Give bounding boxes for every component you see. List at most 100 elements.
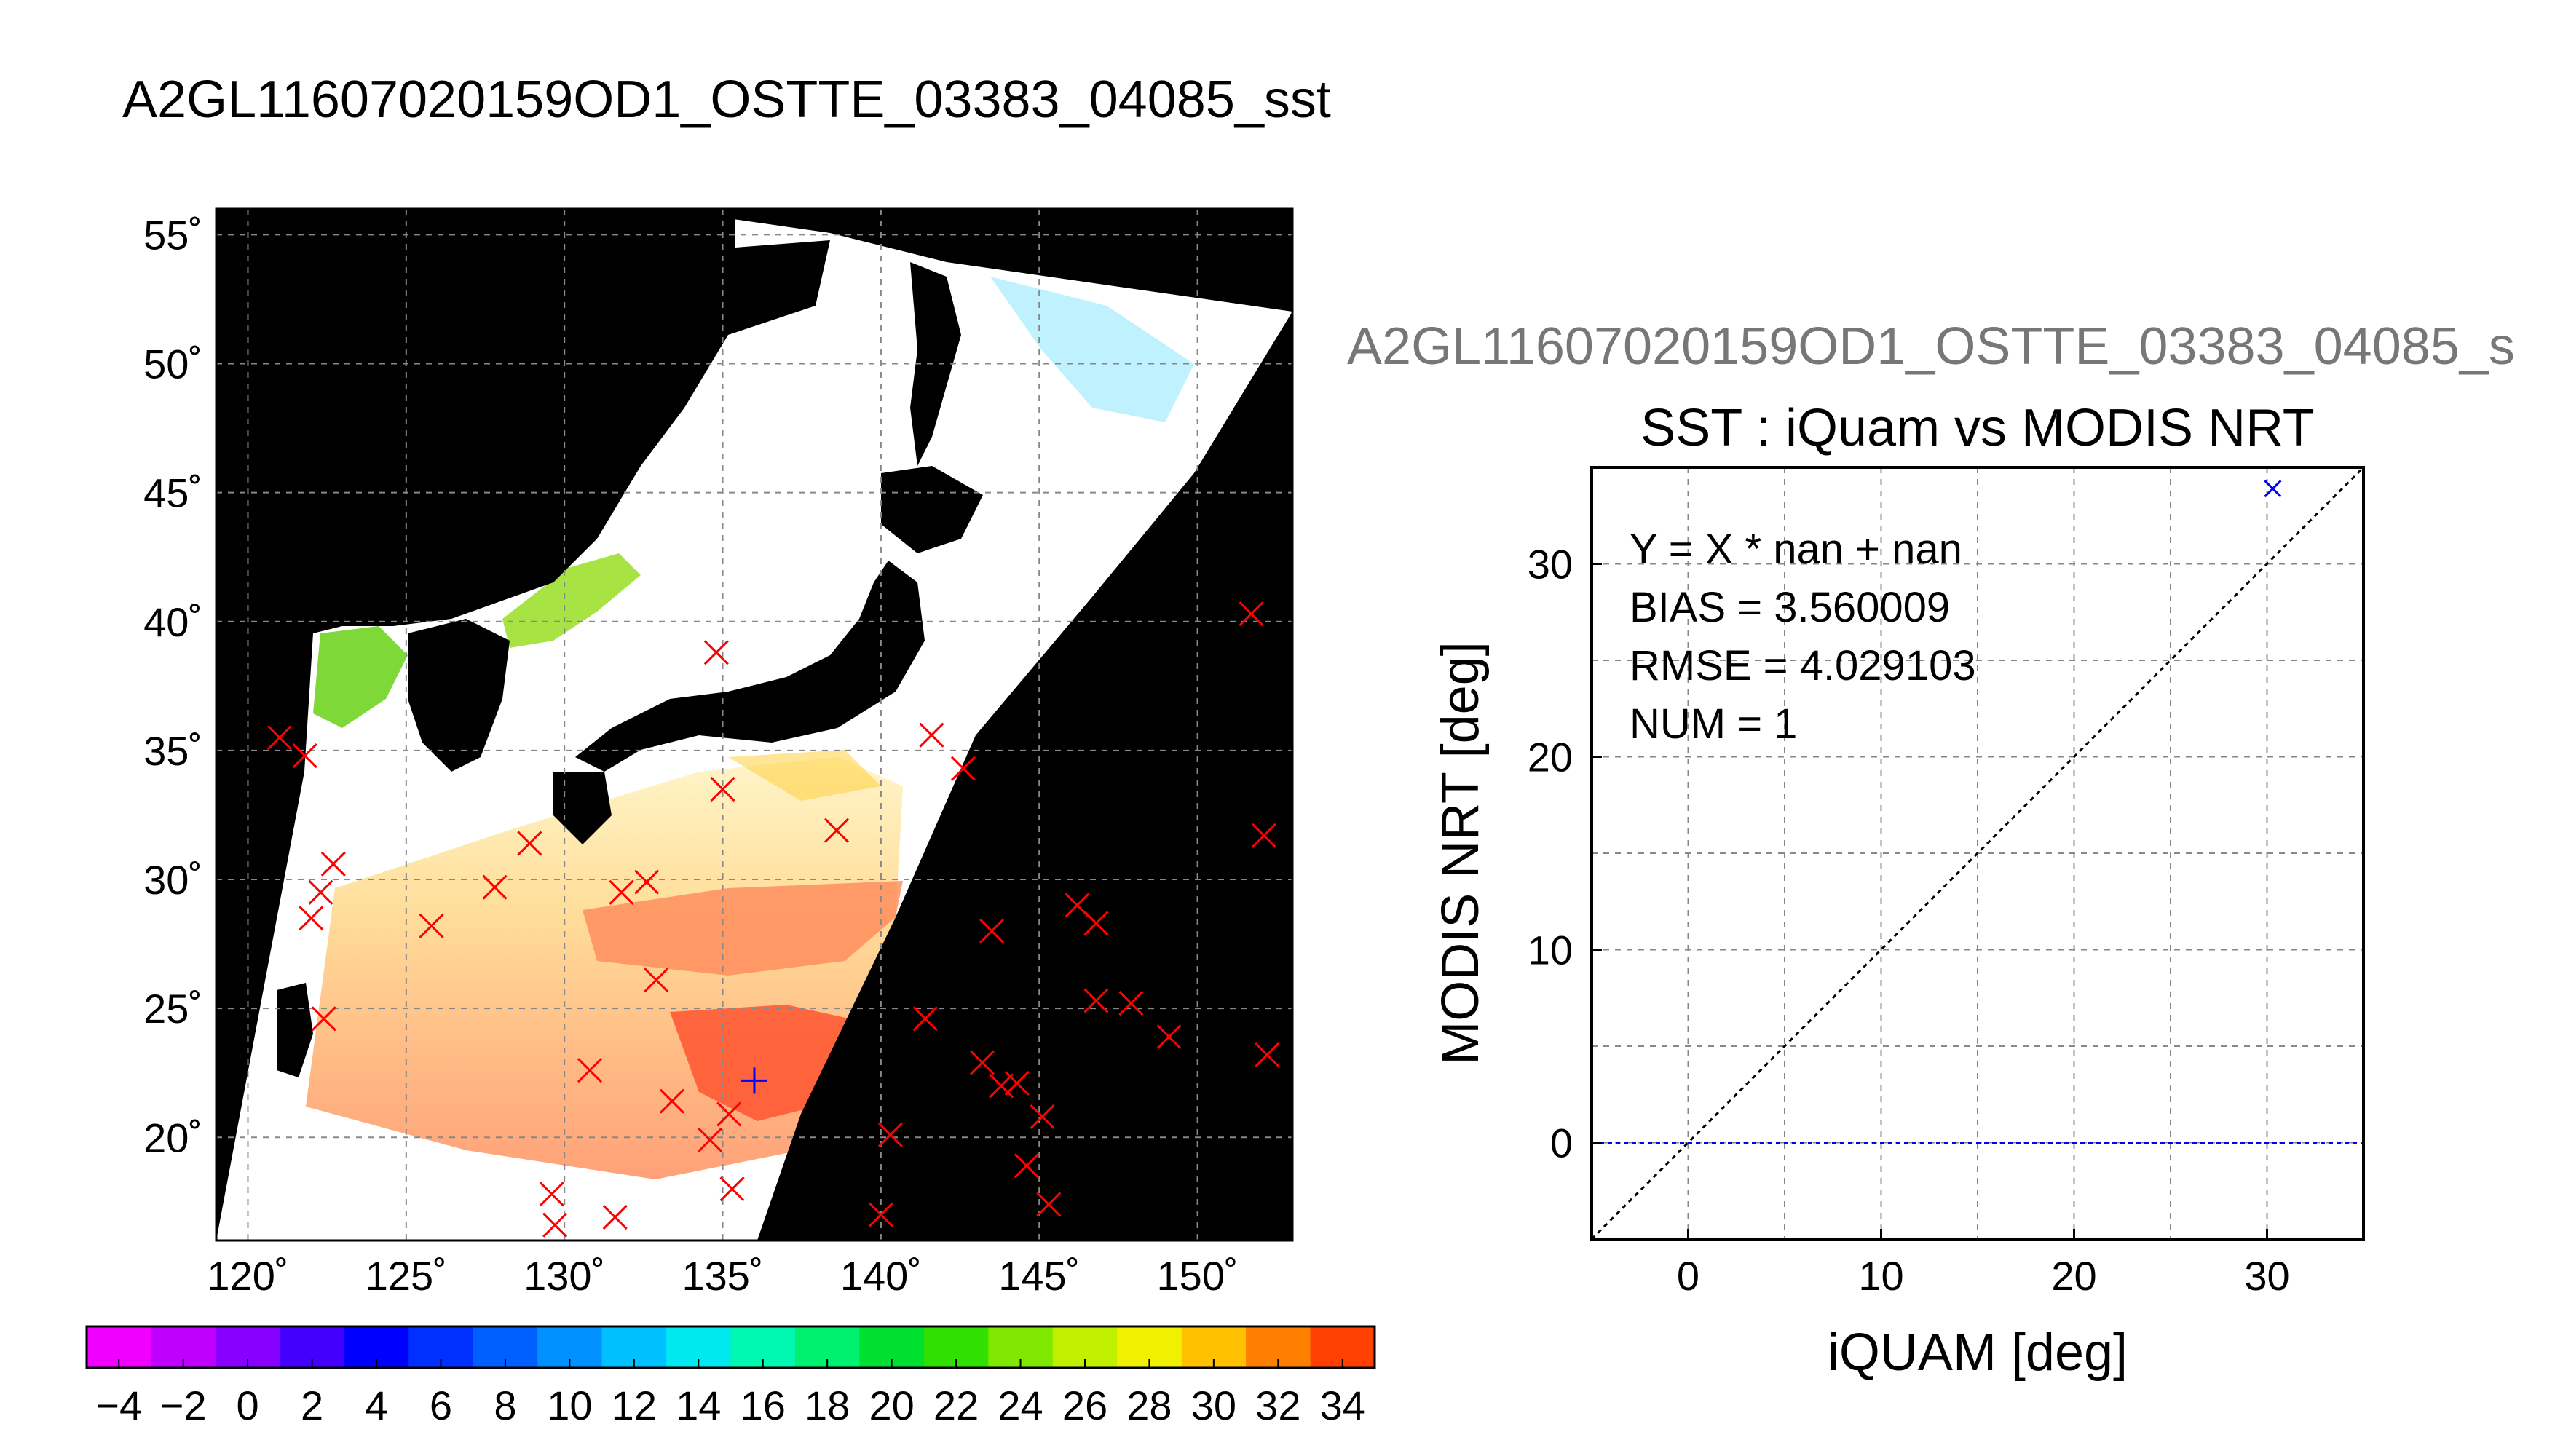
buoy-marker (577, 1058, 603, 1083)
sst-hot-band (583, 881, 903, 976)
lon-tick-label: 145˚ (998, 1253, 1080, 1299)
x-tick-label: 20 (2051, 1253, 2096, 1299)
scatter-point (2264, 480, 2282, 498)
buoy-marker (659, 1088, 685, 1114)
buoy-marker (419, 913, 444, 938)
x-tick-label: 10 (1858, 1253, 1903, 1299)
buoy-marker (1255, 1042, 1280, 1068)
lon-tick-label: 150˚ (1157, 1253, 1239, 1299)
scatter-x-label: iQUAM [deg] (1828, 1324, 2128, 1382)
lon-tick-label: 140˚ (840, 1253, 922, 1299)
scatter-file-title: A2GL11607020159OD1_OSTTE_03383_04085_s (1347, 317, 2515, 376)
buoy-marker (644, 968, 669, 993)
lat-tick-label: 35˚ (143, 728, 202, 774)
scatter-plot: SST : iQuam vs MODIS NRT 0 10 20 300102030 … (1431, 399, 2365, 1382)
colorbar-tick-label: 14 (676, 1382, 721, 1428)
colorbar-tick-label: 24 (998, 1382, 1043, 1428)
map-graticule (216, 209, 1292, 1241)
buoy-marker (517, 831, 542, 856)
land-korea (408, 619, 510, 772)
stats-fit: Y = X * nan + nan (1630, 526, 1962, 573)
main-title: A2GL11607020159OD1_OSTTE_03383_04085_sst (122, 71, 1331, 129)
buoy-marker (1118, 991, 1144, 1016)
buoy-marker (703, 640, 729, 665)
no-data-wedge (757, 312, 1292, 1241)
sst-cyan-okhotsk (990, 277, 1194, 422)
buoy-marker (299, 906, 324, 931)
buoy-marker (634, 869, 660, 895)
scatter-frame (1590, 466, 2365, 1241)
land-taiwan (277, 983, 313, 1077)
buoy-marker (1251, 823, 1276, 848)
stats-bias: BIAS = 3.560009 (1630, 584, 1950, 631)
lon-tick-label: 120˚ (207, 1253, 288, 1299)
stats-rmse: RMSE = 4.029103 (1630, 642, 1976, 689)
colorbar-tick-label: 2 (301, 1382, 323, 1428)
scatter-tick-labels: 0 10 20 30 0 10 20 30 (1528, 542, 2290, 1299)
land-eurasia (313, 209, 830, 633)
y-tick-label: 0 (1550, 1120, 1573, 1166)
buoy-marker (602, 1205, 628, 1230)
lat-tick-label: 45˚ (143, 470, 202, 516)
map-frame (215, 207, 1294, 1242)
lon-tick-label: 125˚ (366, 1253, 447, 1299)
buoy-marker (1083, 911, 1109, 936)
buoy-marker (824, 818, 850, 843)
stats-num: NUM = 1 (1630, 700, 1797, 748)
buoy-marker (292, 743, 317, 769)
land-kyushu (553, 772, 612, 844)
buoy-marker (716, 1101, 742, 1127)
buoy-markers (266, 601, 1280, 1238)
colorbar-tick-label: 32 (1255, 1382, 1300, 1428)
sst-yellow-south (728, 750, 881, 801)
buoy-marker (1239, 601, 1264, 627)
colorbar: −4 −2 0 2 4 6 8 10 12 14 16 18 20 22 24 26 28 30 32 34 (85, 1325, 1376, 1428)
colorbar-tick-label: 10 (547, 1382, 592, 1428)
scatter-stats: Y = X * nan + nan BIAS = 3.560009 RMSE =… (1630, 526, 1976, 748)
land-hokkaido (881, 466, 983, 553)
colorbar-tick-label: 30 (1191, 1382, 1236, 1428)
colorbar-tick-label: 6 (430, 1382, 452, 1428)
colorbar-tick-label: 22 (933, 1382, 979, 1428)
colorbar-tick-label: 8 (494, 1382, 516, 1428)
buoy-marker (1156, 1024, 1182, 1050)
colorbar-tick-label: 4 (365, 1382, 387, 1428)
buoy-marker (868, 1202, 893, 1227)
lat-tick-label: 55˚ (143, 212, 202, 258)
colorbar-tick-label: 26 (1062, 1382, 1107, 1428)
buoy-marker (1014, 1153, 1039, 1179)
sst-green-japan-sea (502, 553, 641, 648)
map-tick-labels: 120˚ 125˚ 130˚ 135˚ 140˚ 145˚ 150˚ 20˚ 25˚ 30˚ 35˚… (143, 212, 1239, 1299)
sst-hot-core (670, 1005, 852, 1121)
lat-tick-label: 25˚ (143, 986, 202, 1032)
colorbar-tick-label: 28 (1126, 1382, 1172, 1428)
buoy-marker (1030, 1104, 1055, 1130)
land-honshu (575, 561, 925, 772)
buoy-marker (710, 777, 735, 802)
lon-tick-label: 130˚ (524, 1253, 605, 1299)
buoy-marker (877, 1122, 903, 1147)
lat-tick-label: 40˚ (143, 599, 202, 645)
colorbar-tick-label: 18 (805, 1382, 850, 1428)
buoy-marker (698, 1127, 723, 1152)
colorbar-tick-label: 0 (237, 1382, 259, 1428)
colorbar-tick-label: 20 (869, 1382, 914, 1428)
colorbar-tick-label: 12 (612, 1382, 657, 1428)
buoy-marker (1036, 1192, 1062, 1217)
buoy-marker (542, 1212, 568, 1238)
sst-green-yellow-sea (313, 626, 408, 728)
buoy-marker (320, 851, 346, 877)
buoy-marker (1083, 988, 1109, 1013)
buoy-marker (969, 1050, 995, 1075)
match-marker (741, 1067, 767, 1094)
buoy-marker (989, 1073, 1014, 1099)
x-tick-label: 0 (1677, 1253, 1699, 1299)
colorbar-tick-label: −2 (160, 1382, 207, 1428)
identity-line (1592, 467, 2364, 1239)
sst-map: 120˚ 125˚ 130˚ 135˚ 140˚ 145˚ 150˚ 20˚ 25˚ 30˚ 35˚… (143, 207, 1294, 1299)
colorbar-tick-label: 16 (741, 1382, 786, 1428)
buoy-marker (1004, 1070, 1030, 1096)
colorbar-frame (85, 1325, 1376, 1369)
buoy-marker (912, 1006, 938, 1032)
